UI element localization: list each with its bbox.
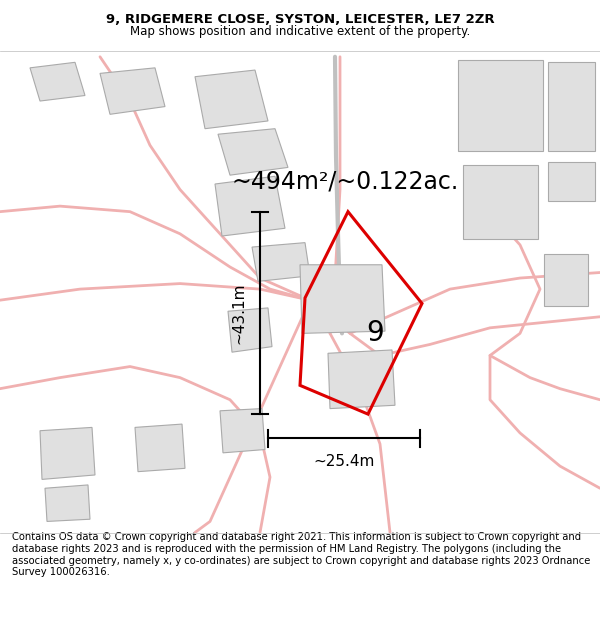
Text: ~494m²/~0.122ac.: ~494m²/~0.122ac. — [232, 170, 459, 194]
Polygon shape — [195, 70, 268, 129]
Polygon shape — [463, 165, 538, 239]
Polygon shape — [548, 62, 595, 151]
Polygon shape — [228, 308, 272, 352]
Text: ~25.4m: ~25.4m — [313, 454, 374, 469]
Polygon shape — [220, 409, 265, 453]
Polygon shape — [100, 68, 165, 114]
Text: 9, RIDGEMERE CLOSE, SYSTON, LEICESTER, LE7 2ZR: 9, RIDGEMERE CLOSE, SYSTON, LEICESTER, L… — [106, 12, 494, 26]
Polygon shape — [45, 485, 90, 521]
Polygon shape — [328, 350, 395, 409]
Polygon shape — [40, 428, 95, 479]
Polygon shape — [218, 129, 288, 175]
Polygon shape — [135, 424, 185, 472]
Text: ~43.1m: ~43.1m — [231, 282, 246, 344]
Polygon shape — [252, 242, 310, 281]
Polygon shape — [300, 265, 385, 333]
Polygon shape — [458, 60, 543, 151]
Polygon shape — [548, 162, 595, 201]
Polygon shape — [215, 176, 285, 236]
Text: Contains OS data © Crown copyright and database right 2021. This information is : Contains OS data © Crown copyright and d… — [12, 532, 590, 578]
Text: 9: 9 — [366, 319, 384, 348]
Text: Map shows position and indicative extent of the property.: Map shows position and indicative extent… — [130, 26, 470, 39]
Polygon shape — [544, 254, 588, 306]
Polygon shape — [30, 62, 85, 101]
